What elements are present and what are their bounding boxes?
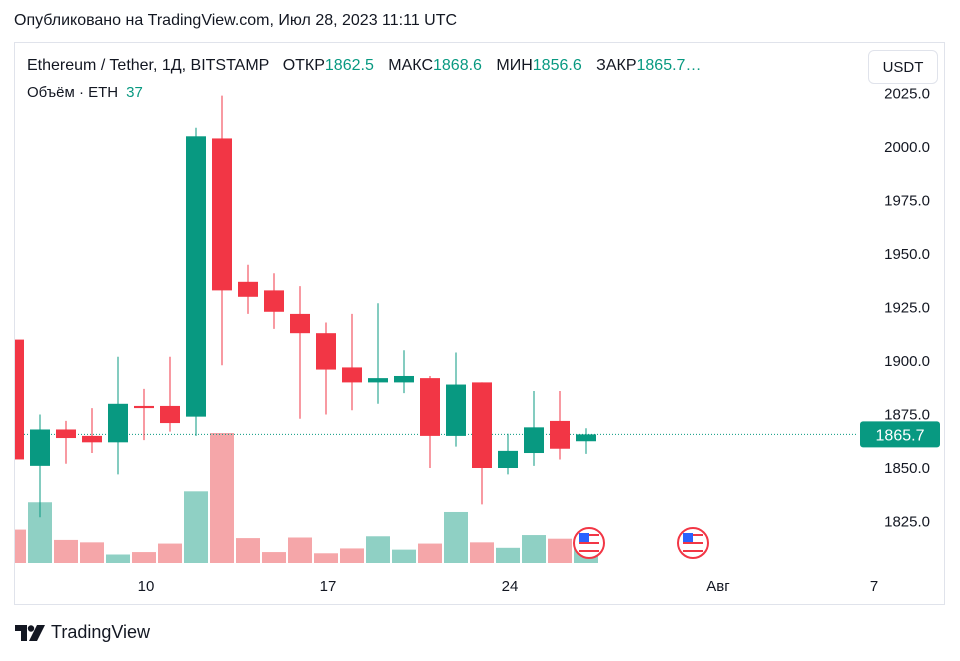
candle-body	[524, 427, 544, 454]
us-flag-stripe	[683, 550, 703, 552]
tradingview-logo[interactable]: TradingView	[15, 622, 150, 643]
volume-bar	[158, 543, 182, 563]
candle-body	[550, 420, 570, 449]
candle-body	[446, 384, 466, 436]
us-flag-stripe	[579, 546, 599, 548]
published-caption: Опубликовано на TradingView.com, Июл 28,…	[14, 12, 458, 29]
current-price-badge	[860, 421, 940, 448]
candle-body	[82, 435, 102, 443]
volume-bar	[106, 554, 130, 563]
brand-name: TradingView	[51, 622, 151, 642]
x-axis-tick-label: 24	[502, 578, 519, 595]
y-axis-tick-label: 1950.0	[884, 246, 930, 263]
y-axis-tick-label: 1825.0	[884, 514, 930, 531]
legend-close-label: ЗАКР	[596, 57, 637, 74]
volume-bar	[54, 539, 78, 563]
candle-body	[576, 434, 596, 442]
x-axis-tick-label: 17	[320, 578, 337, 595]
candle-body	[30, 429, 50, 466]
candle-body	[134, 405, 154, 409]
y-axis-tick-label: 1975.0	[884, 193, 930, 210]
chart-frame	[14, 42, 945, 605]
candle-body	[56, 429, 76, 439]
volume-bar	[184, 491, 208, 563]
us-flag-stripe	[683, 546, 703, 548]
legend-low-value: 1856.6	[532, 57, 582, 74]
tradingview-logo-icon	[15, 624, 45, 641]
legend-open-value: 1862.5	[324, 57, 374, 74]
candle-body	[342, 367, 362, 383]
y-axis-tick-label: 1900.0	[884, 353, 930, 370]
legend-open-label: ОТКР	[282, 57, 325, 74]
candle-body	[472, 382, 492, 468]
candle-body	[264, 290, 284, 312]
y-axis-tick-label: 2025.0	[884, 86, 930, 103]
legend-symbol: Ethereum / Tether, 1Д, BITSTAMP	[27, 57, 270, 74]
candle-body	[290, 313, 310, 334]
legend-volume-label: Объём · ETH	[27, 84, 119, 101]
volume-bar	[392, 549, 416, 563]
volume-bar	[80, 542, 104, 563]
x-axis-tick-label: 7	[870, 578, 878, 595]
x-axis-tick-label: 10	[138, 578, 155, 595]
candle-body	[186, 136, 206, 417]
candle-body	[316, 333, 336, 370]
candle-body	[160, 405, 180, 424]
y-axis-tick-label: 1925.0	[884, 300, 930, 317]
volume-bar	[262, 552, 286, 563]
y-axis-tick-label: 1875.0	[884, 407, 930, 424]
legend-ohlc: Ethereum / Tether, 1Д, BITSTAMP ОТКР1862…	[27, 57, 711, 75]
volume-bar	[470, 542, 494, 563]
volume-bar	[366, 536, 390, 563]
candle-body	[212, 138, 232, 291]
volume-bar	[132, 552, 156, 563]
legend-volume: Объём · ETH 37	[27, 84, 143, 101]
volume-bar	[522, 535, 546, 563]
candle-body	[394, 375, 414, 383]
us-flag-stripe	[579, 550, 599, 552]
legend-low-label: МИН	[496, 57, 533, 74]
candle-body	[108, 403, 128, 443]
volume-bar	[314, 553, 338, 563]
currency-button[interactable]: USDT	[868, 50, 938, 84]
candle-body	[238, 281, 258, 297]
volume-bar	[210, 433, 234, 563]
candle-body	[15, 339, 24, 460]
legend-volume-value: 37	[126, 84, 143, 101]
us-flag-stripe	[683, 542, 703, 544]
x-axis-tick-label: Авг	[706, 578, 730, 595]
volume-bar	[444, 511, 468, 563]
volume-bar	[548, 538, 572, 563]
legend-high-label: МАКС	[388, 57, 433, 74]
us-flag-stripe	[579, 542, 599, 544]
y-axis-tick-label: 1850.0	[884, 460, 930, 477]
us-flag-canton	[683, 533, 693, 542]
legend-high-value: 1868.6	[433, 57, 482, 74]
candle-body	[498, 450, 518, 468]
volume-bar	[236, 538, 260, 563]
candle-body	[368, 378, 388, 383]
legend-close-value: 1865.7…	[636, 57, 702, 74]
y-axis-tick-label: 2000.0	[884, 139, 930, 156]
us-flag-canton	[579, 533, 589, 542]
volume-bar	[15, 529, 26, 563]
volume-bar	[340, 548, 364, 563]
candle-body	[420, 378, 440, 436]
volume-bar	[418, 543, 442, 563]
volume-bar	[288, 537, 312, 563]
plot-area	[15, 95, 858, 563]
current-price-label: 1865.7	[876, 427, 925, 444]
volume-bar	[496, 547, 520, 563]
